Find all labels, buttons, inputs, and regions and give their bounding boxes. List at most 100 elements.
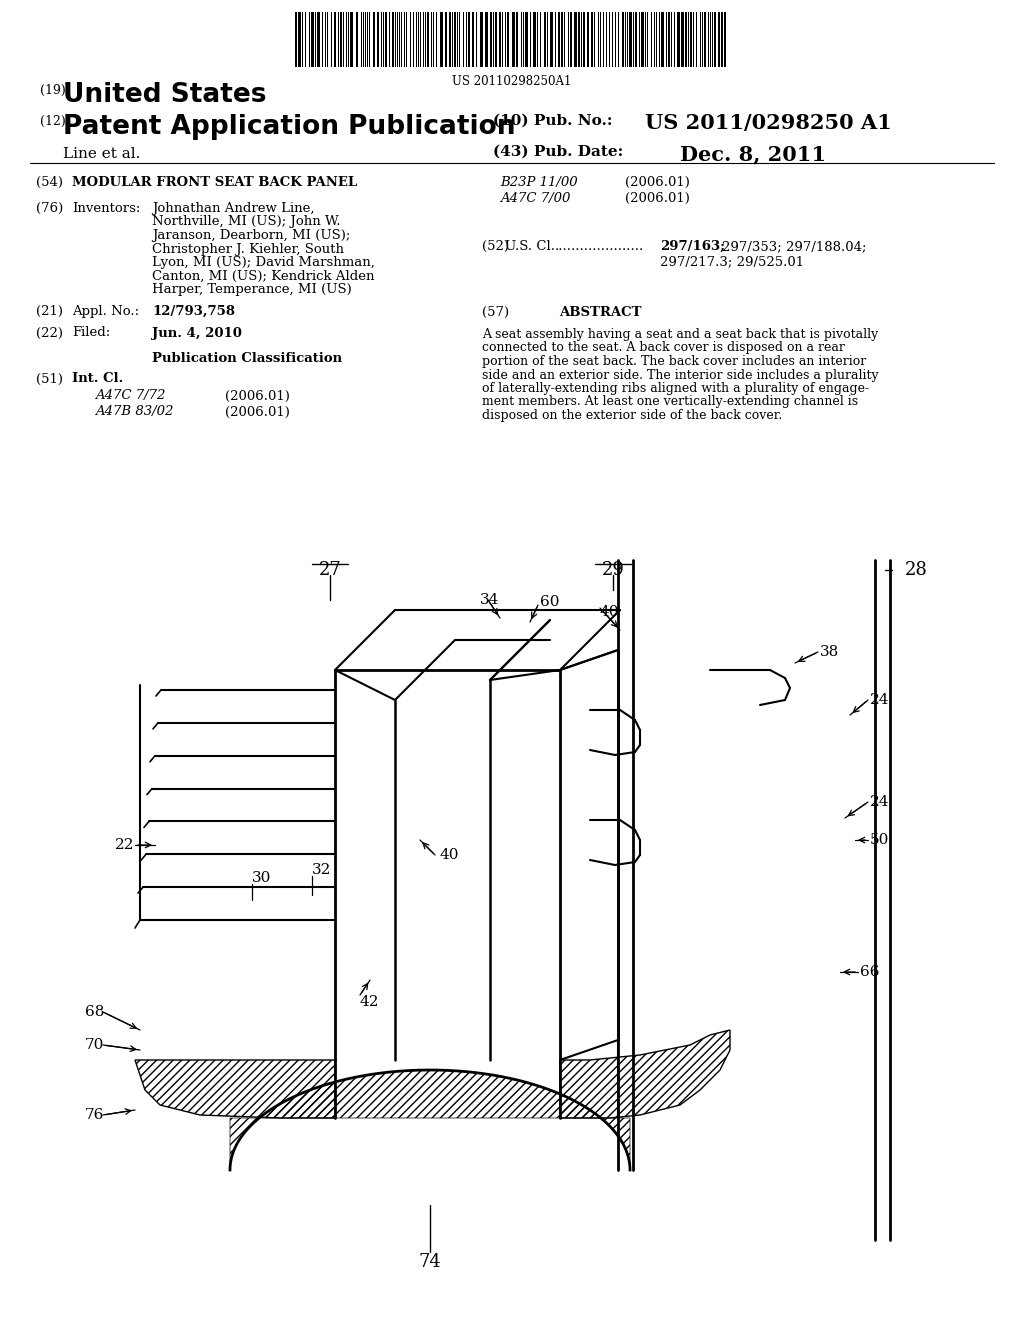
Bar	[690, 12, 692, 67]
Text: B23P 11/00: B23P 11/00	[500, 176, 578, 189]
Bar	[427, 12, 429, 67]
Text: (51): (51)	[36, 372, 63, 385]
Bar	[685, 12, 687, 67]
Bar	[385, 12, 387, 67]
Text: (57): (57)	[482, 306, 509, 319]
Bar	[350, 12, 353, 67]
Bar	[298, 12, 301, 67]
Bar	[340, 12, 342, 67]
Bar	[525, 12, 528, 67]
Bar	[622, 12, 624, 67]
Text: Jaranson, Dearborn, MI (US);: Jaranson, Dearborn, MI (US);	[152, 228, 350, 242]
Bar	[534, 12, 536, 67]
Text: 40: 40	[440, 847, 460, 862]
Bar	[507, 12, 509, 67]
Text: (2006.01): (2006.01)	[625, 191, 690, 205]
Text: 30: 30	[252, 871, 271, 884]
Bar	[377, 12, 379, 67]
Text: (2006.01): (2006.01)	[225, 405, 290, 418]
Bar	[718, 12, 720, 67]
Text: 70: 70	[85, 1038, 104, 1052]
Bar	[454, 12, 456, 67]
Text: 50: 50	[870, 833, 890, 847]
Text: portion of the seat back. The back cover includes an interior: portion of the seat back. The back cover…	[482, 355, 866, 368]
Text: 68: 68	[85, 1005, 104, 1019]
Text: Canton, MI (US); Kendrick Alden: Canton, MI (US); Kendrick Alden	[152, 269, 375, 282]
Text: Inventors:: Inventors:	[72, 202, 140, 215]
Text: Appl. No.:: Appl. No.:	[72, 305, 139, 318]
Bar	[512, 12, 515, 67]
Bar	[445, 12, 447, 67]
Bar	[662, 12, 664, 67]
Bar	[495, 12, 497, 67]
Bar	[578, 12, 580, 67]
Text: 27: 27	[318, 561, 341, 579]
Bar	[373, 12, 375, 67]
Bar	[570, 12, 572, 67]
Text: 29: 29	[601, 561, 625, 579]
Text: United States: United States	[63, 82, 266, 108]
Text: 297/353; 297/188.04;: 297/353; 297/188.04;	[722, 240, 866, 253]
Text: 38: 38	[820, 645, 840, 659]
Text: (52): (52)	[482, 240, 509, 253]
Text: Dec. 8, 2011: Dec. 8, 2011	[680, 144, 826, 164]
Text: Line et al.: Line et al.	[63, 147, 140, 161]
Text: A47B 83/02: A47B 83/02	[95, 405, 173, 418]
Bar	[705, 12, 706, 67]
Text: A47C 7/72: A47C 7/72	[95, 389, 165, 403]
Text: disposed on the exterior side of the back cover.: disposed on the exterior side of the bac…	[482, 409, 782, 422]
Text: 24: 24	[870, 795, 890, 809]
Text: Lyon, MI (US); David Marshman,: Lyon, MI (US); David Marshman,	[152, 256, 375, 269]
Text: Jun. 4, 2010: Jun. 4, 2010	[152, 326, 242, 339]
Text: ABSTRACT: ABSTRACT	[559, 306, 641, 319]
Bar	[591, 12, 593, 67]
Bar	[472, 12, 474, 67]
Bar	[516, 12, 518, 67]
Text: 24: 24	[870, 693, 890, 708]
Bar	[668, 12, 670, 67]
Bar	[440, 12, 443, 67]
Bar	[641, 12, 644, 67]
Bar	[681, 12, 684, 67]
Text: (54): (54)	[36, 176, 63, 189]
Text: 76: 76	[85, 1107, 104, 1122]
Text: Publication Classification: Publication Classification	[152, 352, 342, 366]
Bar	[724, 12, 726, 67]
Bar	[392, 12, 394, 67]
Bar	[334, 12, 336, 67]
Text: 60: 60	[540, 595, 559, 609]
Text: 12/793,758: 12/793,758	[152, 305, 234, 318]
Bar	[629, 12, 632, 67]
Bar	[499, 12, 501, 67]
Bar	[550, 12, 553, 67]
Text: (2006.01): (2006.01)	[625, 176, 690, 189]
Bar	[468, 12, 470, 67]
Text: US 2011/0298250 A1: US 2011/0298250 A1	[645, 114, 892, 133]
Text: U.S. Cl.: U.S. Cl.	[505, 240, 555, 253]
Text: 22: 22	[115, 838, 134, 851]
Text: 42: 42	[360, 995, 380, 1008]
Text: ment members. At least one vertically-extending channel is: ment members. At least one vertically-ex…	[482, 396, 858, 408]
Text: 297/217.3; 29/525.01: 297/217.3; 29/525.01	[660, 255, 804, 268]
Text: Harper, Temperance, MI (US): Harper, Temperance, MI (US)	[152, 282, 352, 296]
Bar	[558, 12, 560, 67]
Text: (12): (12)	[40, 115, 66, 128]
Text: 34: 34	[480, 593, 500, 607]
Text: Northville, MI (US); John W.: Northville, MI (US); John W.	[152, 215, 341, 228]
Text: 40: 40	[600, 605, 620, 619]
Text: 297/163;: 297/163;	[660, 240, 725, 253]
Bar	[311, 12, 314, 67]
Text: A seat assembly having a seat and a seat back that is pivotally: A seat assembly having a seat and a seat…	[482, 327, 879, 341]
Text: (10) Pub. No.:: (10) Pub. No.:	[493, 114, 612, 128]
Bar	[583, 12, 585, 67]
Text: side and an exterior side. The interior side includes a plurality: side and an exterior side. The interior …	[482, 368, 879, 381]
Bar	[356, 12, 358, 67]
Text: Int. Cl.: Int. Cl.	[72, 372, 123, 385]
Bar	[295, 12, 297, 67]
Text: (43) Pub. Date:: (43) Pub. Date:	[493, 145, 624, 158]
Text: Patent Application Publication: Patent Application Publication	[63, 114, 515, 140]
Bar	[587, 12, 589, 67]
Text: 32: 32	[312, 863, 332, 876]
Bar	[449, 12, 451, 67]
Bar	[677, 12, 680, 67]
